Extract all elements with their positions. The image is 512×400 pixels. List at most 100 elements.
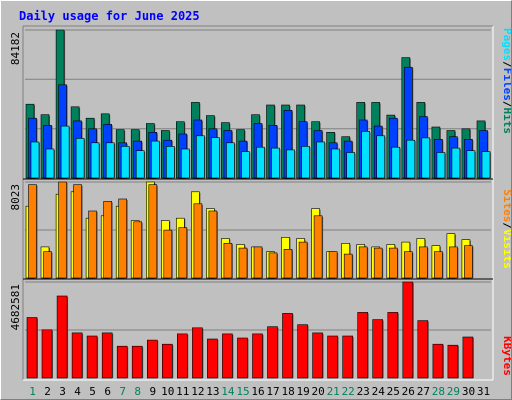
legend-pages: Pages <box>501 28 511 61</box>
x-label-day-13: 13 <box>206 385 219 398</box>
x-label-day-17: 17 <box>266 385 279 398</box>
bar-pages-day-5 <box>90 142 100 179</box>
x-label-day-29: 29 <box>447 385 460 398</box>
bar-pages-day-8 <box>135 150 145 179</box>
bar-sites-day-6 <box>103 201 112 279</box>
bar-sites-day-30 <box>464 245 473 279</box>
bar-kbytes-day-21 <box>327 335 338 379</box>
bar-kbytes-day-17 <box>267 326 278 379</box>
bar-kbytes-day-11 <box>177 333 188 379</box>
bar-sites-day-9 <box>148 184 158 279</box>
bar-sites-day-8 <box>133 221 142 279</box>
bar-sites-day-29 <box>449 246 458 279</box>
bar-pages-day-3 <box>60 125 70 179</box>
x-label-day-21: 21 <box>327 385 340 398</box>
series-kbytes <box>26 281 474 379</box>
bar-sites-day-18 <box>283 249 293 279</box>
bar-kbytes-day-27 <box>417 320 429 379</box>
bar-kbytes-day-16 <box>252 333 263 379</box>
bar-sites-day-14 <box>223 243 233 279</box>
bar-kbytes-day-14 <box>222 333 233 379</box>
bar-sites-day-20 <box>313 215 323 279</box>
legend-top: Pages/Files/Hits <box>501 28 511 134</box>
chart-panels: 84182 8023 4682581 <box>9 25 494 381</box>
bar-pages-day-9 <box>151 140 160 179</box>
bar-pages-day-22 <box>346 152 356 179</box>
bar-sites-day-24 <box>373 247 383 279</box>
bar-sites-day-5 <box>88 210 97 279</box>
x-label-day-23: 23 <box>357 385 370 398</box>
bar-kbytes-day-4 <box>71 332 83 379</box>
bar-pages-day-20 <box>316 141 325 179</box>
bar-sites-day-12 <box>193 203 203 279</box>
bar-pages-day-1 <box>30 141 40 179</box>
legend-hits: Hits <box>501 108 511 135</box>
bar-sites-day-19 <box>298 241 308 279</box>
bar-pages-day-18 <box>286 149 295 179</box>
bar-kbytes-day-15 <box>237 337 248 379</box>
legend-sites: Sites <box>501 189 511 222</box>
x-label-day-5: 5 <box>89 385 96 398</box>
bar-kbytes-day-25 <box>387 312 399 379</box>
bar-pages-day-25 <box>391 146 401 179</box>
legend-middle: Sites/Visits <box>501 189 511 269</box>
plot-area-bg <box>23 26 493 380</box>
bar-sites-day-26 <box>403 251 413 279</box>
bar-kbytes-day-1 <box>26 317 38 379</box>
plot-area <box>22 25 494 381</box>
bar-kbytes-day-24 <box>372 319 384 379</box>
bar-sites-day-21 <box>328 251 338 279</box>
bar-pages-day-6 <box>105 142 115 179</box>
x-label-day-25: 25 <box>387 385 400 398</box>
y-max-label-bottom: 4682581 <box>9 284 22 330</box>
bar-pages-day-19 <box>301 146 310 179</box>
bar-pages-day-11 <box>181 148 190 179</box>
y-max-label-top: 84182 <box>9 32 22 65</box>
x-label-day-26: 26 <box>402 385 415 398</box>
bar-kbytes-day-28 <box>432 343 444 379</box>
panel-top: 84182 <box>9 29 491 179</box>
legend-kbytes: KBytes <box>501 336 511 376</box>
bar-pages-day-4 <box>75 138 85 179</box>
bar-sites-day-4 <box>73 184 82 279</box>
bar-sites-day-22 <box>343 253 353 279</box>
x-label-day-4: 4 <box>74 385 81 398</box>
x-label-day-24: 24 <box>372 385 386 398</box>
bar-kbytes-day-3 <box>56 295 68 379</box>
bar-pages-day-30 <box>466 150 476 179</box>
bar-kbytes-day-22 <box>342 335 354 379</box>
bar-sites-day-17 <box>268 252 278 279</box>
x-label-day-3: 3 <box>59 385 66 398</box>
bar-kbytes-day-19 <box>297 324 308 379</box>
bar-pages-day-29 <box>451 147 461 179</box>
bar-sites-day-28 <box>434 251 443 279</box>
legend-visits: Visits <box>501 229 511 269</box>
bar-kbytes-day-20 <box>312 332 323 379</box>
bar-kbytes-day-2 <box>41 329 53 379</box>
bar-pages-day-26 <box>406 139 416 179</box>
bar-kbytes-day-10 <box>162 343 173 379</box>
bar-pages-day-23 <box>361 131 371 179</box>
bar-pages-day-13 <box>211 137 220 179</box>
bar-pages-day-7 <box>120 146 130 179</box>
bar-sites-day-23 <box>358 246 368 279</box>
bar-sites-day-7 <box>118 198 127 279</box>
bar-kbytes-day-6 <box>101 332 113 379</box>
bar-sites-day-15 <box>238 247 248 279</box>
x-label-day-10: 10 <box>161 385 174 398</box>
x-label-day-22: 22 <box>342 385 355 398</box>
bar-sites-day-13 <box>208 210 218 279</box>
legend-sep: / <box>501 61 511 68</box>
bar-pages-day-12 <box>196 135 205 179</box>
bar-kbytes-day-9 <box>147 339 158 379</box>
bar-kbytes-day-26 <box>402 281 414 379</box>
y-max-label-middle: 8023 <box>9 184 22 211</box>
x-label-day-7: 7 <box>119 385 126 398</box>
bar-pages-day-27 <box>421 137 431 179</box>
bar-pages-day-21 <box>331 148 340 179</box>
x-label-day-1: 1 <box>29 385 36 398</box>
bar-sites-day-2 <box>43 251 52 279</box>
x-label-day-2: 2 <box>44 385 51 398</box>
